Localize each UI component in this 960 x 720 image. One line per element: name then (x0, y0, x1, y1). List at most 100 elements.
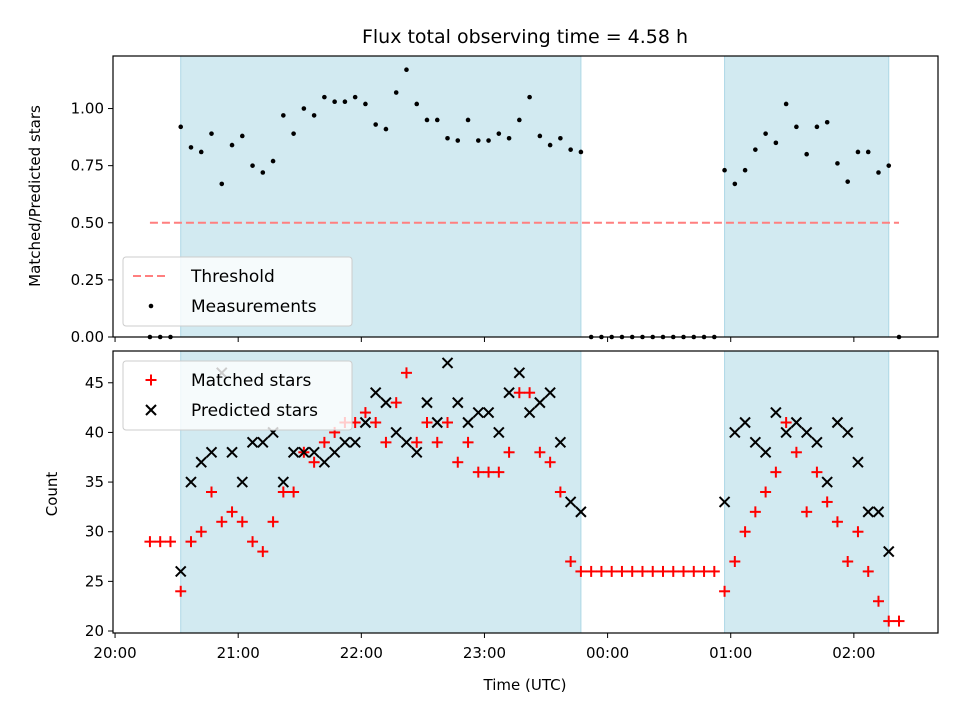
data-point (718, 496, 731, 508)
data-point (564, 496, 577, 508)
data-point (883, 545, 895, 558)
data-point (462, 436, 474, 448)
series-1-1 (175, 357, 895, 578)
data-point (342, 99, 348, 104)
data-point (537, 133, 543, 139)
data-point (657, 565, 669, 577)
data-point (226, 506, 238, 518)
data-point (845, 179, 851, 184)
data-point (708, 565, 720, 577)
x-tick-label: 22:00 (340, 644, 383, 662)
data-point (383, 126, 389, 132)
data-point (636, 565, 648, 577)
data-point (236, 516, 248, 528)
data-point (462, 416, 474, 429)
data-point (626, 565, 638, 577)
data-point (229, 142, 235, 148)
data-point (349, 436, 361, 449)
data-point (763, 131, 768, 136)
data-point (780, 416, 792, 428)
y-tick-label: 30 (85, 523, 104, 541)
data-point (790, 446, 802, 458)
data-point (804, 151, 809, 157)
data-point (554, 436, 567, 449)
data-point (770, 406, 782, 419)
data-point (400, 436, 413, 449)
data-point (831, 416, 844, 429)
data-point (390, 397, 402, 409)
data-point (852, 456, 864, 468)
ratio-panel: 0.00 0.25 0.50 0.75 1.00 Threshold Measurement… (71, 55, 939, 346)
data-point (783, 101, 789, 107)
data-point (872, 595, 884, 607)
data-point (431, 436, 443, 448)
data-point (493, 426, 505, 439)
data-point (544, 456, 556, 468)
data-point (503, 446, 515, 458)
data-point (506, 135, 512, 141)
legend: Threshold Measurements (122, 256, 353, 327)
data-point (472, 466, 484, 478)
data-point (205, 446, 218, 458)
data-point (281, 113, 286, 118)
legend-swatch (148, 303, 154, 309)
data-point (311, 113, 317, 118)
data-point (729, 556, 741, 568)
data-point (595, 565, 607, 577)
data-point (359, 416, 372, 429)
data-point (308, 446, 320, 458)
data-point (821, 476, 833, 488)
legend-box (122, 360, 353, 431)
data-point (421, 396, 433, 409)
data-point (328, 446, 341, 458)
data-point (154, 536, 166, 548)
x-axis-label: Time (UTC) (483, 676, 567, 694)
data-point (185, 476, 197, 488)
data-point (780, 426, 792, 439)
data-point (216, 516, 228, 528)
data-point (753, 147, 758, 152)
data-point (308, 456, 320, 468)
legend-label: Threshold (190, 267, 275, 287)
data-point (195, 456, 207, 468)
data-point (835, 161, 840, 166)
legend-label: Predicted stars (191, 401, 318, 421)
data-point (842, 556, 854, 568)
data-point (729, 426, 741, 439)
data-point (801, 506, 813, 518)
data-point (442, 416, 454, 428)
data-point (824, 119, 830, 125)
count-panel: 20 25 30 35 40 45 20:00 21:00 22:00 23:00 00:00 01:… (85, 350, 939, 662)
data-point (616, 565, 628, 577)
data-point (277, 486, 289, 498)
data-point (434, 117, 440, 123)
data-point (373, 122, 378, 127)
data-point (852, 526, 864, 538)
data-point (862, 506, 874, 518)
data-point (872, 506, 885, 518)
data-point (380, 396, 392, 409)
data-point (876, 170, 881, 175)
data-point (578, 149, 584, 155)
data-point (370, 416, 382, 428)
series-0-0 (147, 67, 902, 340)
data-point (339, 436, 351, 449)
data-point (503, 386, 515, 399)
data-point (257, 546, 269, 558)
data-point (865, 149, 871, 155)
data-point (195, 526, 207, 538)
data-point (568, 147, 573, 152)
chart-title: Flux total observing time = 4.58 h (362, 26, 688, 48)
data-point (414, 101, 420, 107)
data-point (523, 406, 536, 419)
data-point (277, 476, 290, 488)
data-point (369, 386, 382, 399)
data-point (270, 158, 276, 164)
data-point (527, 94, 532, 100)
data-point (246, 436, 259, 449)
data-point (424, 117, 430, 123)
data-point (855, 149, 861, 155)
data-point (267, 516, 279, 528)
top-y-axis-label: Matched/Predicted stars (26, 105, 44, 287)
data-point (206, 486, 218, 498)
